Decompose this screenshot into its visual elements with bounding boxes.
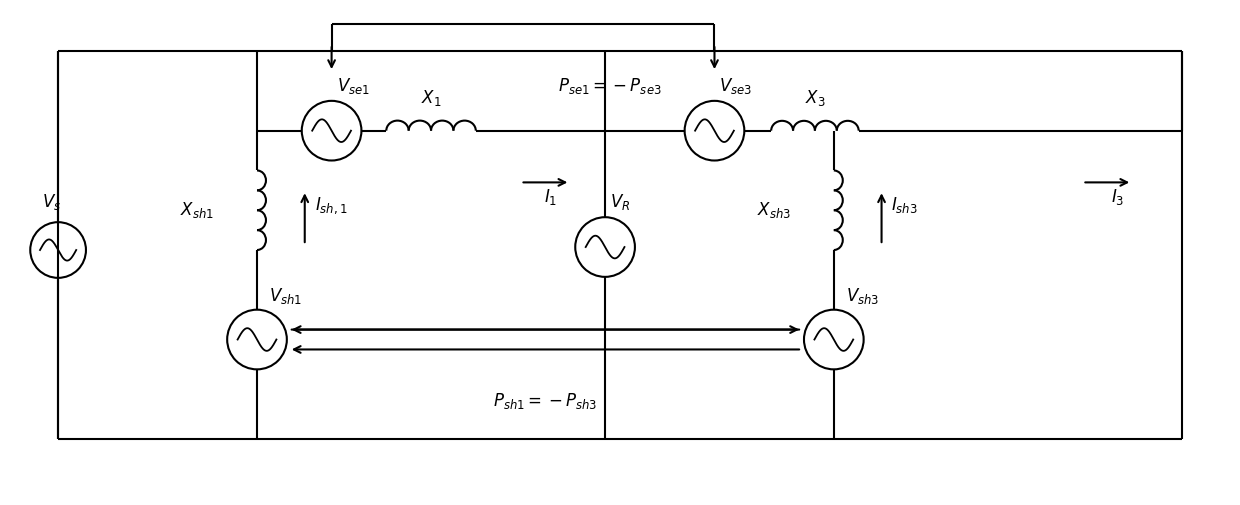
Text: $X_{sh1}$: $X_{sh1}$ xyxy=(180,200,215,220)
Text: $V_{sh1}$: $V_{sh1}$ xyxy=(269,286,303,306)
Text: $P_{se1}=-P_{se3}$: $P_{se1}=-P_{se3}$ xyxy=(558,76,662,96)
Text: $I_1$: $I_1$ xyxy=(544,187,557,208)
Text: $X_3$: $X_3$ xyxy=(805,88,825,108)
Text: $V_{se3}$: $V_{se3}$ xyxy=(719,76,753,96)
Text: $I_3$: $I_3$ xyxy=(1111,187,1123,208)
Text: $X_1$: $X_1$ xyxy=(420,88,441,108)
Text: $V_s$: $V_s$ xyxy=(42,192,61,212)
Text: $V_R$: $V_R$ xyxy=(610,192,630,212)
Text: $V_{sh3}$: $V_{sh3}$ xyxy=(846,286,879,306)
Text: $P_{sh1}=-P_{sh3}$: $P_{sh1}=-P_{sh3}$ xyxy=(494,391,598,411)
Text: $I_{sh3}$: $I_{sh3}$ xyxy=(892,195,919,215)
Text: $V_{se1}$: $V_{se1}$ xyxy=(336,76,370,96)
Text: $X_{sh3}$: $X_{sh3}$ xyxy=(758,200,791,220)
Text: $I_{sh,1}$: $I_{sh,1}$ xyxy=(315,195,347,216)
